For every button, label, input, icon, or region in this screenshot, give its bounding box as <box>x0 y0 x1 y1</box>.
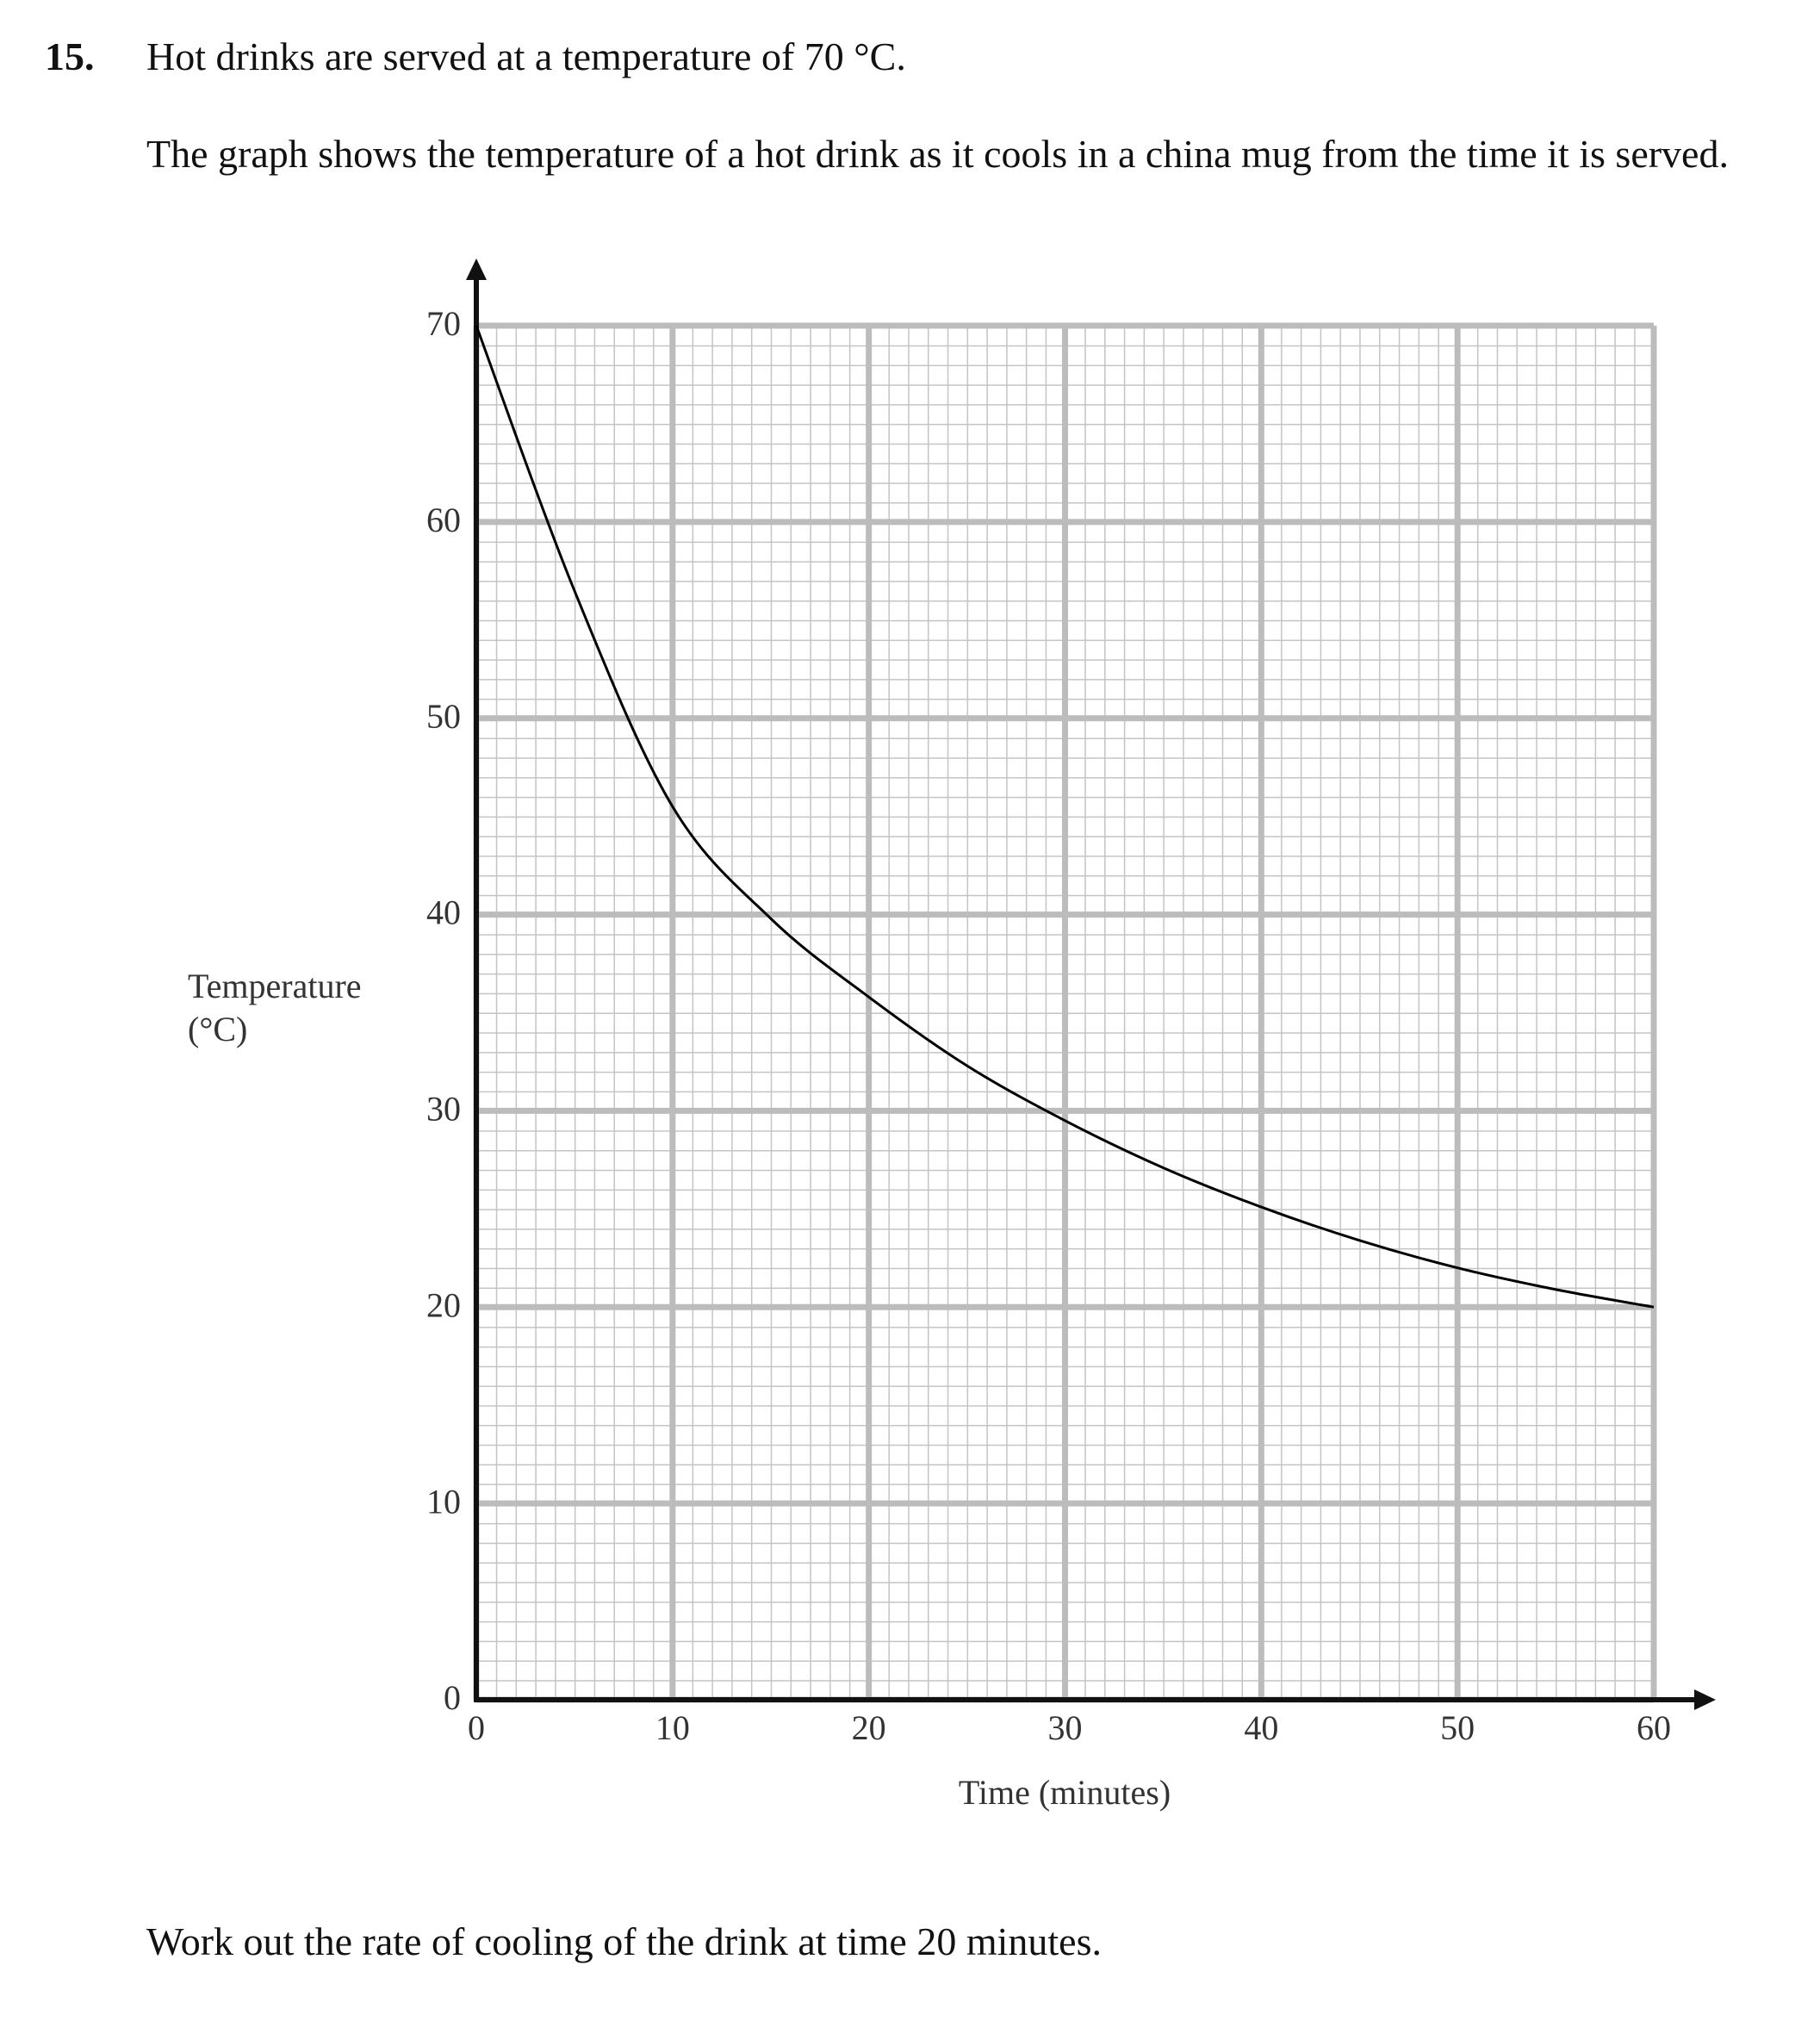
y-tick-label: 20 <box>426 1285 461 1324</box>
question-number: 15. <box>45 34 95 78</box>
x-tick-label: 0 <box>468 1708 485 1747</box>
y-tick-label: 10 <box>426 1482 461 1521</box>
y-tick-label: 70 <box>426 304 461 343</box>
y-arrow <box>466 258 487 280</box>
x-tick-label: 10 <box>655 1708 690 1747</box>
tick-labels: 0 10 20 30 40 50 60 70 0 10 20 30 40 50 60 <box>426 304 1671 1747</box>
x-tick-label: 40 <box>1244 1708 1278 1747</box>
axes <box>466 258 1716 1710</box>
x-tick-label: 50 <box>1440 1708 1475 1747</box>
intro: Hot drinks are served at a temperature o… <box>146 34 906 78</box>
cooling-curve <box>475 325 1655 1309</box>
y-tick-label: 40 <box>426 893 461 932</box>
y-axis-label: Temperature (°C) <box>188 967 362 1048</box>
description: The graph shows the temperature of a hot… <box>146 132 1729 176</box>
y-tick-label: 50 <box>426 697 461 736</box>
y-tick-label: 0 <box>444 1678 461 1717</box>
x-axis-label: Time (minutes) <box>959 1773 1171 1812</box>
y-tick-label: 60 <box>426 501 461 539</box>
x-tick-label: 60 <box>1637 1708 1671 1747</box>
x-arrow <box>1694 1689 1716 1710</box>
x-tick-label: 30 <box>1048 1708 1083 1747</box>
prompt: Work out the rate of cooling of the drin… <box>146 1919 1102 1963</box>
y-tick-label: 30 <box>426 1090 461 1129</box>
x-tick-label: 20 <box>852 1708 886 1747</box>
